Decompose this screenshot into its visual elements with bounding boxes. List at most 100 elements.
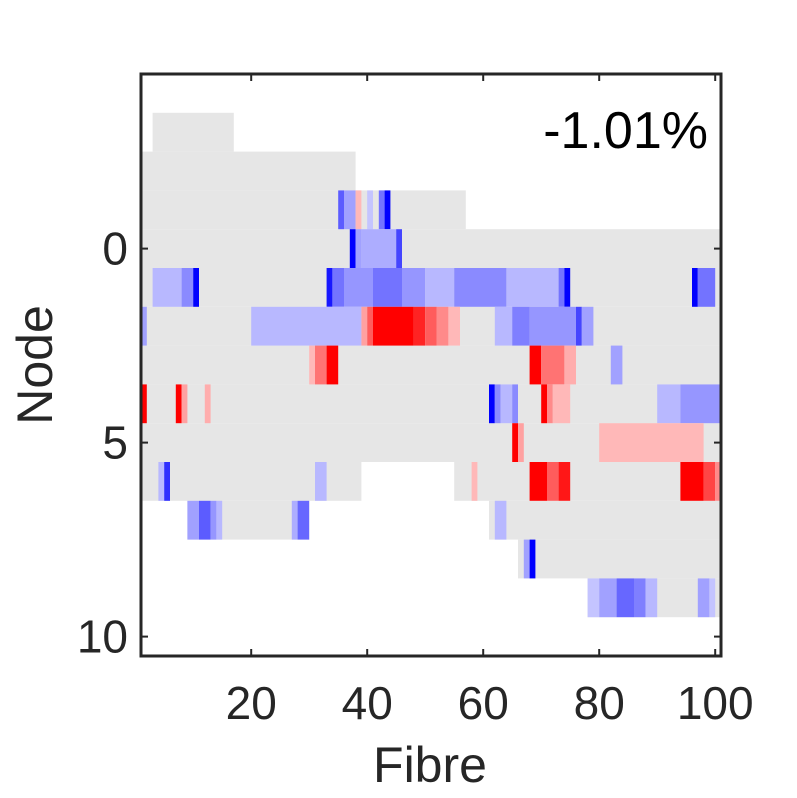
heatmap-cell xyxy=(518,423,524,462)
heatmap-cell xyxy=(158,462,165,501)
heatmap-cell xyxy=(204,384,211,424)
heatmap-cell xyxy=(402,268,426,307)
heatmap-cell xyxy=(529,539,536,579)
heatmap-bg-cell xyxy=(141,462,362,501)
heatmap-cell xyxy=(599,578,617,618)
heatmap-cell xyxy=(349,229,356,268)
heatmap-cell xyxy=(529,345,542,385)
heatmap-cell xyxy=(703,462,716,501)
y-axis-label: Node xyxy=(7,305,63,425)
heatmap-cell xyxy=(361,229,397,268)
heatmap-cell xyxy=(251,306,362,346)
heatmap-cell xyxy=(512,384,518,424)
heatmap-cell xyxy=(692,268,698,307)
y-tick-label: 5 xyxy=(102,417,128,469)
heatmap-cell xyxy=(558,268,565,307)
heatmap-cell xyxy=(506,268,559,307)
heatmap-cell xyxy=(175,384,182,424)
heatmap-cell xyxy=(494,384,501,424)
heatmap-cell xyxy=(541,345,565,385)
heatmap-cell xyxy=(564,345,576,385)
axes-box xyxy=(139,72,723,658)
heatmap-bg-cell xyxy=(152,112,234,152)
heatmap-cell xyxy=(344,190,356,230)
heatmap-cell xyxy=(616,578,634,618)
heatmap-cell xyxy=(494,500,507,540)
heatmap-cell xyxy=(587,578,600,618)
heatmap-cell xyxy=(141,306,147,346)
heatmap-cell xyxy=(558,462,571,501)
heatmap-bg-cell xyxy=(141,345,721,385)
heatmap-cell xyxy=(181,384,188,424)
heatmap-cell xyxy=(309,345,315,385)
heatmap-cell xyxy=(576,306,582,346)
heatmap-cell xyxy=(610,345,623,385)
y-tick-label: 10 xyxy=(77,611,128,663)
heatmap-cell xyxy=(431,268,455,307)
heatmap-cell xyxy=(547,462,559,501)
heatmap-cell xyxy=(529,306,576,346)
heatmap-cell xyxy=(547,384,553,424)
heatmap-cell xyxy=(315,345,327,385)
heatmap-cell xyxy=(436,306,449,346)
heatmap-cell xyxy=(552,384,571,424)
heatmap-cell xyxy=(344,268,373,307)
heatmap-cell xyxy=(448,306,460,346)
heatmap-cell xyxy=(199,500,211,540)
heatmap-cell xyxy=(210,500,217,540)
heatmap-cell xyxy=(187,500,199,540)
heatmap-cell xyxy=(164,462,170,501)
heatmap-cell xyxy=(709,578,716,618)
heatmap-cell xyxy=(634,578,646,618)
heatmap-cell xyxy=(680,462,704,501)
x-tick-label: 100 xyxy=(677,677,754,729)
heatmap-cell xyxy=(425,306,437,346)
heatmap-cell xyxy=(529,462,547,501)
heatmap-bg-cell xyxy=(141,229,721,268)
heatmap-cell xyxy=(541,384,547,424)
heatmap-cell xyxy=(373,306,414,346)
heatmap-cell xyxy=(291,500,298,540)
heatmap-bg-cell xyxy=(141,151,356,191)
heatmap-cell xyxy=(564,268,571,307)
heatmap-cell xyxy=(697,578,710,618)
heatmap-cell xyxy=(512,423,518,462)
heatmap-cell xyxy=(471,462,478,501)
heatmap-cell xyxy=(494,306,513,346)
heatmap-cell xyxy=(413,306,426,346)
heatmap-cell xyxy=(315,462,327,501)
heatmap-cell xyxy=(181,268,194,307)
plot-area xyxy=(141,112,721,618)
heatmap-cell xyxy=(367,306,373,346)
heatmap-cell xyxy=(500,384,513,424)
heatmap-cell xyxy=(141,384,147,424)
x-tick-label: 20 xyxy=(226,677,277,729)
heatmap-cell xyxy=(297,500,310,540)
heatmap-cell xyxy=(599,423,704,462)
x-tick-label: 40 xyxy=(342,677,393,729)
x-tick-label: 80 xyxy=(574,677,625,729)
heatmap-cell xyxy=(680,384,721,424)
y-tick-label: 0 xyxy=(102,223,128,275)
heatmap-cell xyxy=(193,268,199,307)
heatmap-bg-cell xyxy=(454,462,721,501)
heatmap-bg-cell xyxy=(141,384,721,424)
heatmap-cell xyxy=(489,384,495,424)
heatmap-bg-cell xyxy=(141,190,466,230)
heatmap-bg-cell xyxy=(489,500,721,540)
heatmap-cell xyxy=(396,229,402,268)
heatmap-cell xyxy=(326,268,333,307)
heatmap-cell xyxy=(715,462,721,501)
heatmap-cell xyxy=(355,229,362,268)
heatmap-cell xyxy=(338,190,344,230)
x-tick-label: 60 xyxy=(458,677,509,729)
chart-annotation: -1.01% xyxy=(543,102,708,160)
heatmap-cell xyxy=(523,539,530,579)
heatmap-cell xyxy=(512,306,530,346)
heatmap-cell xyxy=(657,384,681,424)
heatmap-cell xyxy=(581,306,594,346)
heatmap-cell xyxy=(378,190,385,230)
heatmap-cell xyxy=(645,578,658,618)
heatmap-cell xyxy=(425,268,431,307)
heatmap-cell xyxy=(216,500,223,540)
